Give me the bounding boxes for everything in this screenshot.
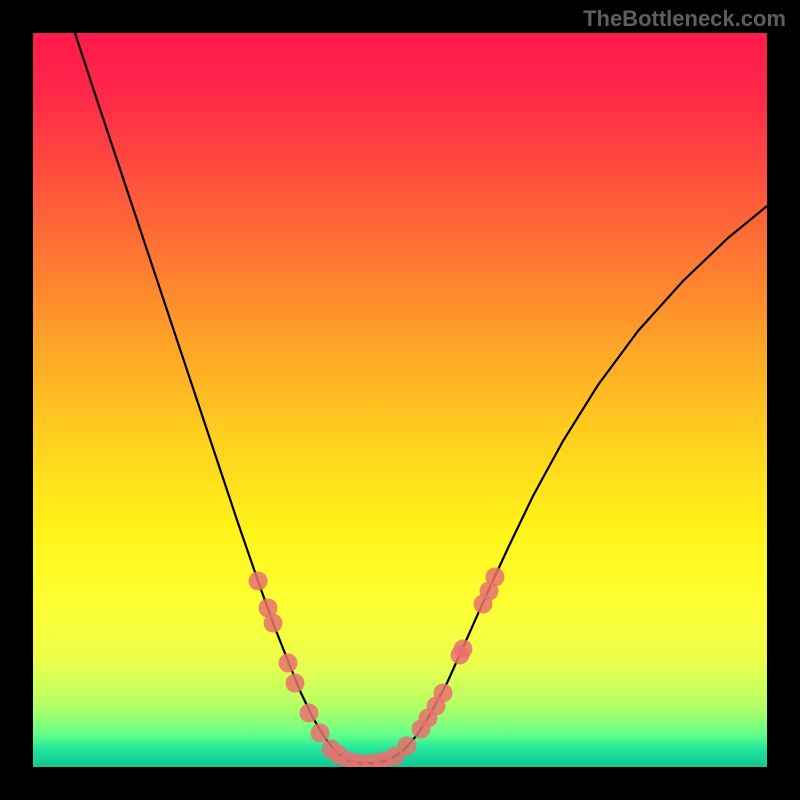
- data-marker: [300, 704, 319, 723]
- data-marker: [279, 654, 298, 673]
- bottleneck-curve: [75, 33, 767, 763]
- data-marker: [249, 572, 268, 591]
- data-marker: [434, 684, 453, 703]
- data-marker: [286, 674, 305, 693]
- data-marker: [454, 640, 473, 659]
- data-marker: [311, 724, 330, 743]
- data-marker: [486, 568, 505, 587]
- data-marker: [264, 614, 283, 633]
- watermark-text: TheBottleneck.com: [583, 6, 786, 32]
- data-marker: [398, 737, 417, 756]
- markers-group: [249, 568, 505, 768]
- plot-area: [33, 33, 767, 767]
- curve-layer: [33, 33, 767, 767]
